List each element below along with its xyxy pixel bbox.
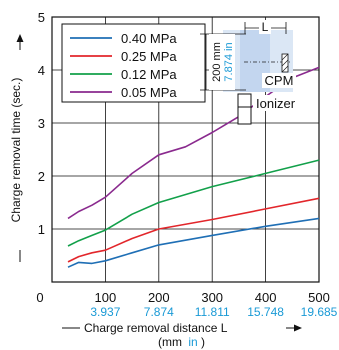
legend-items: 0.40 MPa 0.25 MPa 0.12 MPa 0.05 MPa [70, 31, 177, 100]
x-tick-label-inch: 15.748 [247, 305, 284, 319]
series-line-3 [67, 66, 320, 220]
x-axis-unit-prefix: (mm [158, 335, 182, 349]
x-tick-label: 200 [148, 290, 170, 305]
inset-l-label-bg [259, 20, 271, 34]
x-tick-label-inch: 11.811 [195, 305, 230, 319]
inset-diagram: L 200 mm 7.874 in CPM Ionizer [200, 20, 308, 125]
legend-label-2: 0.12 MPa [121, 67, 177, 82]
series-line-0 [67, 217, 320, 268]
y-tick-label: 3 [38, 116, 45, 131]
x-axis-label-group: Charge removal distance L (mm in ) [62, 321, 302, 349]
x-axis-label: Charge removal distance L [84, 321, 228, 335]
legend-label-3: 0.05 MPa [121, 85, 177, 100]
y-axis-label-arrowhead [16, 34, 24, 42]
x-tick-label-inch: 7.874 [144, 305, 174, 319]
y-tick-label: 4 [38, 63, 45, 78]
x-tick-label: 400 [255, 290, 277, 305]
x-axis-unit-inch: in [188, 335, 197, 349]
series-line-1 [67, 197, 320, 263]
cpm-hatch-2 [281, 59, 289, 67]
inset-l-label: L [262, 20, 269, 34]
x-tick-label: 500 [308, 290, 330, 305]
x-axis-unit: (mm in ) [158, 335, 205, 349]
ionizer-label-bg [253, 95, 308, 111]
x-tick-label-inch: 19.685 [301, 305, 338, 319]
inset-v-label-in: 7.874 in [223, 42, 235, 81]
x-axis-label-arrowhead [294, 324, 302, 332]
series-line-2 [67, 159, 320, 247]
ionizer-icon [237, 93, 252, 125]
y-tick-label: 5 [38, 10, 45, 25]
x-tick-label: 0 [36, 290, 43, 305]
y-axis-label-group: Charge removal time (sec.) [9, 34, 24, 262]
y-tick-labels: 1 2 3 4 5 [38, 10, 45, 237]
x-tick-label-inch: 3.937 [90, 305, 120, 319]
y-tick-label: 2 [38, 169, 45, 184]
cpm-hatch-1 [281, 53, 289, 61]
legend-box [61, 23, 206, 103]
ionizer-label: Ionizer [256, 96, 296, 111]
legend-label-0: 0.40 MPa [121, 31, 177, 46]
y-axis-label: Charge removal time (sec.) [9, 78, 23, 223]
x-tick-label: 100 [95, 290, 117, 305]
series-group [67, 66, 320, 268]
legend-label-1: 0.25 MPa [121, 49, 177, 64]
legend: 0.40 MPa 0.25 MPa 0.12 MPa 0.05 MPa [61, 23, 206, 103]
cpm-label-bg [262, 73, 296, 88]
cpm-label: CPM [265, 73, 294, 88]
plot-frame [51, 16, 320, 283]
x-axis-unit-suffix: ) [201, 335, 205, 349]
y-tick-label: 1 [38, 222, 45, 237]
x-tick-label: 300 [201, 290, 223, 305]
cpm-hatch-3 [281, 65, 289, 73]
inset-v-label-mm: 200 mm [211, 42, 223, 82]
inset-v-label-bg [209, 34, 235, 90]
